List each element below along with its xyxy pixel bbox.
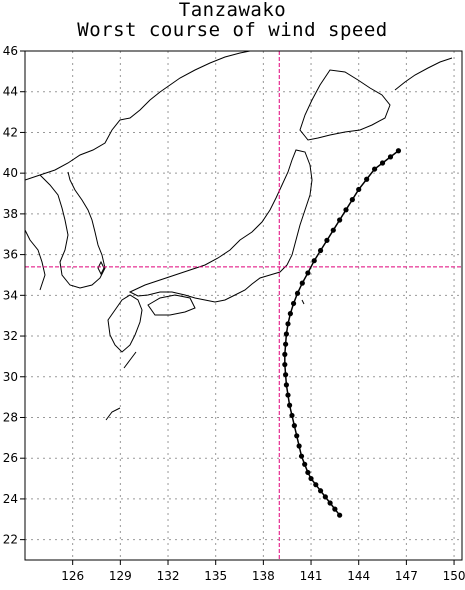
- y-tick-label: 40: [3, 166, 18, 180]
- track-point: [356, 186, 362, 193]
- track-point: [313, 482, 319, 488]
- map-title: Tanzawako: [178, 0, 287, 21]
- plot-frame: [24, 50, 463, 561]
- x-tick-label: 138: [252, 569, 275, 583]
- track-point: [289, 412, 295, 419]
- y-tick-label: 34: [3, 288, 18, 302]
- track-point: [283, 372, 289, 378]
- track-point: [287, 311, 293, 317]
- track-point: [379, 160, 386, 166]
- x-tick-label: 150: [443, 569, 465, 583]
- track-point: [372, 166, 378, 172]
- track-point: [294, 433, 300, 439]
- coastlines: [25, 51, 453, 421]
- track-point: [364, 176, 370, 182]
- x-tick-label: 126: [61, 569, 84, 583]
- track-point: [294, 290, 301, 296]
- korea-coastline: [39, 171, 106, 289]
- track-point: [299, 280, 305, 286]
- y-tick-label: 42: [3, 125, 18, 139]
- y-tick-label: 30: [3, 370, 18, 384]
- x-tick-label: 144: [347, 569, 370, 583]
- track-point: [322, 494, 328, 500]
- izu-islands: [301, 299, 305, 305]
- title-block: Tanzawako Worst course of wind speed: [0, 0, 465, 40]
- track-point: [332, 506, 338, 512]
- track-point: [343, 207, 349, 213]
- track-point: [283, 331, 290, 337]
- kuril-coastline: [394, 57, 453, 91]
- track-point: [308, 475, 314, 482]
- track-point: [337, 217, 343, 223]
- y-tick-label: 28: [3, 410, 18, 424]
- x-tick-label: 132: [157, 569, 180, 583]
- sakishima-coastline: [105, 407, 121, 421]
- track-point: [317, 247, 324, 254]
- y-tick-label: 22: [3, 533, 18, 547]
- track-point: [285, 392, 291, 398]
- y-tick-label: 24: [3, 492, 18, 506]
- track-point: [282, 361, 288, 368]
- china-coastline: [25, 229, 46, 291]
- y-tick-label: 38: [3, 207, 18, 221]
- track-point: [311, 258, 317, 264]
- track-point: [305, 270, 311, 276]
- track-point: [285, 321, 291, 327]
- track-point: [298, 453, 305, 459]
- track-point: [327, 500, 333, 506]
- y-tick-label: 26: [3, 451, 18, 465]
- track-line: [284, 150, 399, 516]
- track-point: [324, 237, 330, 243]
- track-point: [395, 148, 402, 154]
- gridlines: [25, 51, 462, 560]
- track-point: [349, 197, 355, 203]
- x-tick-label: 135: [204, 569, 227, 583]
- nansei-coastline: [123, 351, 137, 369]
- axis-ticks: 126 129 132 135 138 141 144 147 150 22 24 26 28 30 32 3…: [3, 44, 465, 583]
- track-point: [330, 227, 336, 233]
- track-point: [337, 512, 343, 518]
- track-point: [282, 351, 288, 357]
- track-point: [291, 423, 297, 429]
- x-tick-label: 129: [109, 569, 132, 583]
- asia-coastline: [25, 51, 251, 181]
- y-tick-label: 44: [3, 85, 18, 99]
- x-tick-label: 147: [395, 569, 418, 583]
- track-point: [296, 443, 302, 449]
- hokkaido-coastline: [299, 69, 391, 141]
- honshu-coastline: [128, 149, 313, 303]
- position-crosshair: [25, 51, 462, 560]
- track-point: [305, 469, 311, 476]
- y-tick-label: 32: [3, 329, 18, 343]
- tsushima-coastline: [97, 260, 105, 276]
- track-point: [317, 488, 324, 494]
- track-point: [387, 154, 394, 160]
- typhoon-track: [282, 148, 402, 518]
- kyushu-coastline: [107, 294, 143, 353]
- track-point: [283, 341, 289, 347]
- y-tick-label: 46: [3, 44, 18, 58]
- track-point: [286, 402, 293, 408]
- shikoku-coastline: [147, 294, 196, 316]
- x-tick-label: 141: [300, 569, 323, 583]
- map-subtitle: Worst course of wind speed: [77, 19, 388, 41]
- y-tick-label: 36: [3, 248, 18, 262]
- track-point: [302, 461, 308, 467]
- track-point: [283, 382, 290, 388]
- track-point: [290, 300, 297, 307]
